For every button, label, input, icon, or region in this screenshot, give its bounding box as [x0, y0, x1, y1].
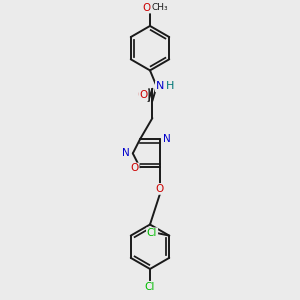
Text: H: H: [166, 81, 174, 92]
Text: O: O: [140, 90, 148, 100]
Text: Cl: Cl: [147, 228, 157, 238]
Text: O: O: [130, 164, 139, 173]
Text: CH₃: CH₃: [152, 3, 168, 12]
Text: O: O: [138, 90, 146, 100]
Text: Cl: Cl: [145, 282, 155, 292]
Text: O: O: [142, 3, 151, 13]
Text: N: N: [163, 134, 170, 144]
Text: N: N: [156, 81, 164, 92]
Text: O: O: [155, 184, 164, 194]
Text: N: N: [122, 148, 130, 158]
